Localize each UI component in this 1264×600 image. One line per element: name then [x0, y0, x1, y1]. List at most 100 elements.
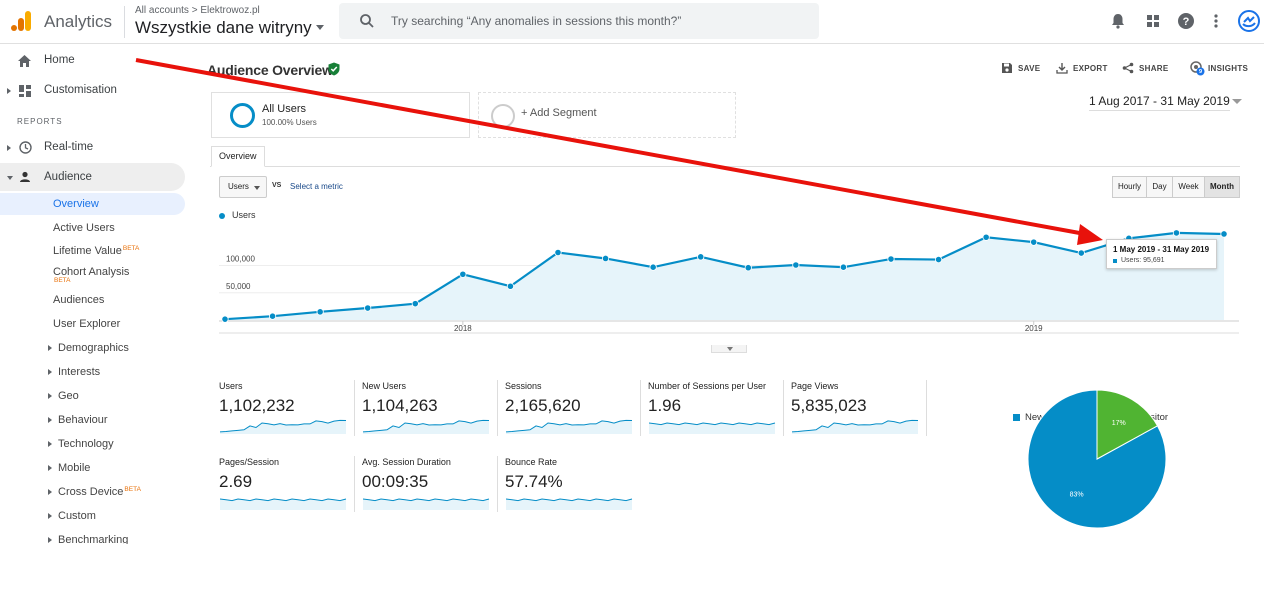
sidebar-item-custom[interactable]: Custom	[48, 510, 96, 522]
sidebar-item-geo[interactable]: Geo	[48, 390, 79, 402]
sparkline-area	[792, 420, 918, 434]
x-tick-label: 2018	[454, 324, 472, 333]
granularity-hourly[interactable]: Hourly	[1112, 176, 1147, 198]
data-point[interactable]	[934, 255, 943, 264]
insights-label: INSIGHTS	[1208, 64, 1249, 73]
metric-label: Pages/Session	[219, 457, 280, 467]
visitor-type-pie-chart[interactable]: 83% 17%	[1027, 389, 1167, 529]
data-point[interactable]	[1030, 238, 1038, 246]
sidebar-item-overview[interactable]: Overview	[53, 198, 99, 210]
metric-card[interactable]: Bounce Rate 57.74%	[486, 452, 633, 510]
data-point[interactable]	[697, 253, 705, 261]
data-point[interactable]	[268, 312, 277, 320]
data-point[interactable]	[554, 248, 562, 257]
granularity-week[interactable]: Week	[1172, 176, 1205, 198]
data-point[interactable]	[506, 282, 515, 290]
help-icon[interactable]: ?	[1177, 12, 1195, 30]
data-point[interactable]	[1220, 230, 1228, 238]
metric-label: Avg. Session Duration	[362, 457, 451, 467]
bell-icon[interactable]	[1109, 12, 1127, 30]
data-point[interactable]	[411, 300, 419, 308]
granularity-month[interactable]: Month	[1204, 176, 1240, 198]
sidebar-item-audiences[interactable]: Audiences	[53, 294, 104, 306]
sidebar-label-audience: Audience	[44, 171, 92, 183]
sidebar-item-interests[interactable]: Interests	[48, 366, 100, 378]
data-point[interactable]	[649, 263, 657, 271]
more-vert-icon[interactable]	[1207, 12, 1225, 30]
metric-selector[interactable]: Users	[219, 176, 267, 198]
sidebar-item-technology[interactable]: Technology	[48, 438, 114, 450]
users-line-chart[interactable]: 100,000 50,000 2018 2019	[219, 222, 1241, 350]
chart-tooltip: 1 May 2019 - 31 May 2019 Users: 95,691	[1106, 239, 1217, 269]
metric-card[interactable]: Page Views 5,835,023	[772, 376, 919, 434]
analytics-logo-icon[interactable]	[10, 10, 32, 32]
expand-arrow-icon	[48, 513, 52, 519]
metric-label: New Users	[362, 381, 407, 391]
sidebar-item-user-explorer[interactable]: User Explorer	[53, 318, 120, 330]
account-breadcrumb[interactable]: All accounts > Elektrowoz.pl	[135, 5, 260, 16]
data-point[interactable]	[459, 270, 467, 278]
sidebar-item-demographics[interactable]: Demographics	[48, 342, 129, 354]
granularity-day[interactable]: Day	[1146, 176, 1173, 198]
date-range-picker[interactable]: 1 Aug 2017 - 31 May 2019	[1089, 94, 1230, 111]
sidebar-item-mobile[interactable]: Mobile	[48, 462, 90, 474]
data-point[interactable]	[887, 255, 895, 263]
main-content: Audience Overview SAVE EXPORT SHARE 9 IN…	[200, 44, 1264, 544]
data-point[interactable]	[1077, 249, 1085, 257]
save-button[interactable]: SAVE	[1002, 63, 1040, 73]
sidebar-item-cohort-analysis[interactable]: Cohort Analysis	[53, 266, 129, 278]
pie-slice-new-visitor[interactable]	[1027, 389, 1167, 529]
expand-arrow-icon	[48, 537, 52, 543]
search-box[interactable]: Try searching “Any anomalies in sessions…	[339, 3, 819, 39]
export-label: EXPORT	[1073, 64, 1108, 73]
expand-arrow-icon	[7, 145, 11, 151]
export-button[interactable]: EXPORT	[1056, 63, 1108, 74]
select-metric-link[interactable]: Select a metric	[290, 182, 343, 191]
data-point[interactable]	[221, 315, 229, 323]
sidebar-item-cross-device[interactable]: Cross DeviceBETA	[48, 486, 141, 498]
sidebar-item-behaviour[interactable]: Behaviour	[48, 414, 108, 426]
metric-card[interactable]: Pages/Session 2.69	[200, 452, 347, 510]
sparkline-line	[506, 498, 633, 502]
share-button[interactable]: SHARE	[1122, 62, 1169, 74]
y-tick-label: 100,000	[226, 255, 255, 264]
data-point[interactable]	[364, 304, 372, 312]
metric-value: 1.96	[648, 396, 682, 415]
insights-button[interactable]: 9 INSIGHTS	[1190, 61, 1249, 76]
account-icon[interactable]	[1238, 10, 1260, 32]
sparkline	[792, 419, 919, 434]
sidebar-item-lifetime-value[interactable]: Lifetime ValueBETA	[53, 245, 139, 257]
pie-slice-returning-visitor[interactable]	[1096, 389, 1159, 460]
date-range-caret-icon[interactable]	[1232, 99, 1242, 104]
tab-overview[interactable]: Overview	[211, 146, 265, 167]
data-point[interactable]	[982, 233, 990, 241]
view-dropdown-caret-icon[interactable]	[316, 25, 324, 30]
metric-card[interactable]: Number of Sessions per User 1.96	[629, 376, 776, 434]
data-point[interactable]	[792, 261, 800, 269]
sparkline-area	[363, 420, 489, 434]
data-point[interactable]	[839, 263, 848, 271]
add-segment-button[interactable]: + Add Segment	[478, 92, 736, 138]
data-point[interactable]	[744, 264, 752, 272]
chart-collapse-handle[interactable]	[711, 345, 747, 353]
segment-ring-icon	[230, 103, 255, 128]
metric-card[interactable]: Avg. Session Duration 00:09:35	[343, 452, 490, 510]
metric-card[interactable]: New Users 1,104,263	[343, 376, 490, 434]
sidebar-item-active-users[interactable]: Active Users	[53, 222, 115, 234]
data-point[interactable]	[316, 308, 324, 316]
sparkline-area	[506, 499, 632, 510]
data-point[interactable]	[601, 254, 610, 263]
sidebar-item-label: Geo	[58, 390, 79, 402]
segment-all-users[interactable]: All Users 100.00% Users	[211, 92, 470, 138]
view-selector[interactable]: Wszystkie dane witryny	[135, 18, 312, 37]
sidebar-item-benchmarking[interactable]: Benchmarking	[48, 534, 128, 544]
apps-grid-icon[interactable]	[1144, 12, 1162, 30]
share-label: SHARE	[1139, 64, 1169, 73]
metric-card[interactable]: Users 1,102,232	[200, 376, 347, 434]
legend-series-name[interactable]: Users	[232, 210, 256, 220]
metric-value: 2.69	[219, 472, 253, 491]
metric-card[interactable]: Sessions 2,165,620	[486, 376, 633, 434]
home-icon	[18, 55, 31, 67]
data-point[interactable]	[1172, 229, 1181, 237]
sparkline-line	[792, 419, 919, 433]
